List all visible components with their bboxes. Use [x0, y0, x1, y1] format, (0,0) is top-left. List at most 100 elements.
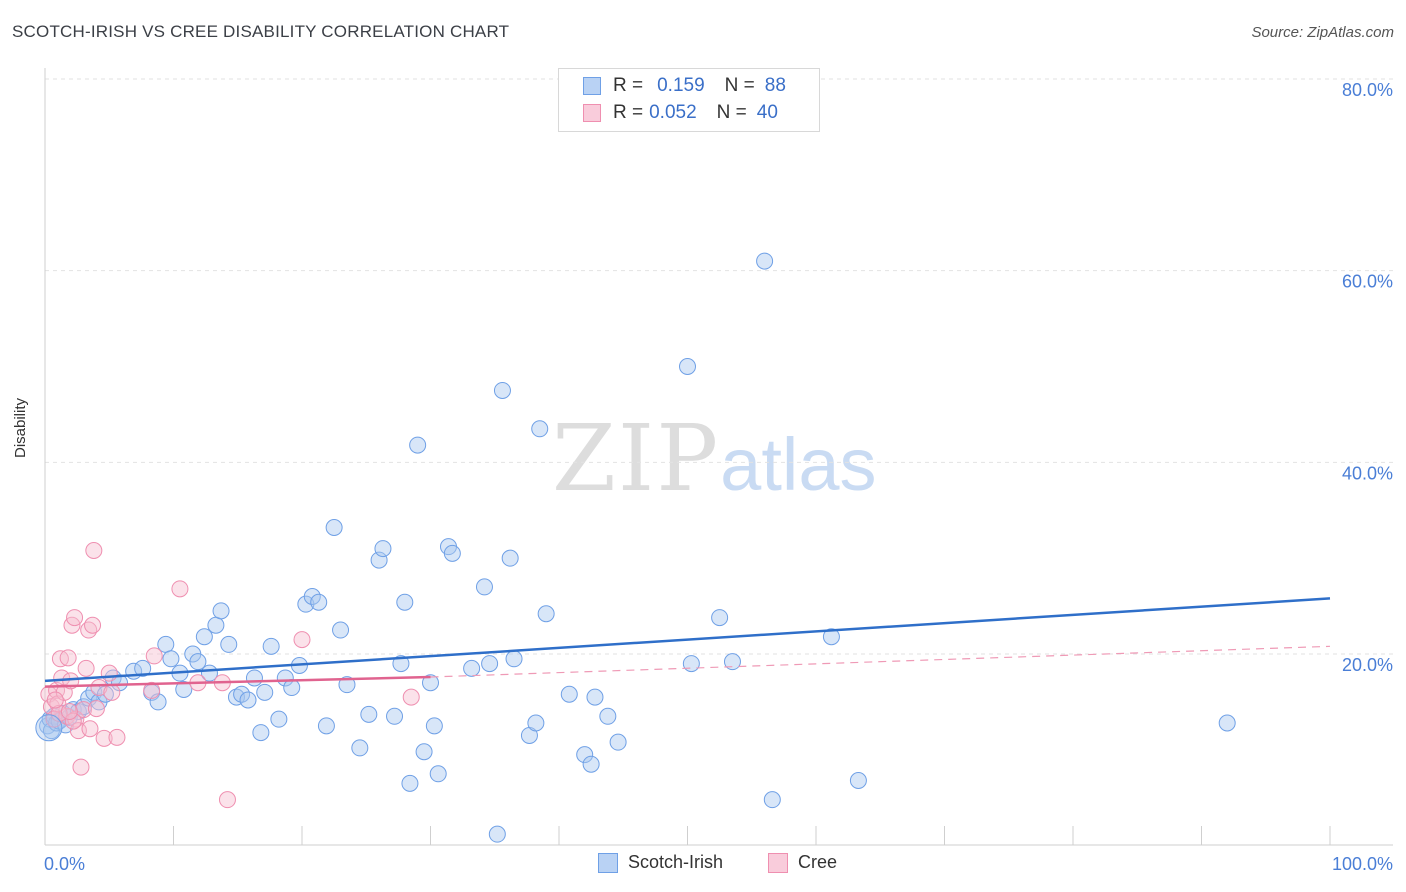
point-scotch-irish — [392, 655, 410, 673]
point-cree — [50, 704, 68, 722]
point-scotch-irish — [537, 605, 555, 623]
x-tick-label: 0.0% — [44, 854, 85, 874]
legend-r-value: 0.052 — [649, 102, 697, 123]
point-scotch-irish — [763, 791, 781, 809]
point-scotch-irish — [239, 691, 257, 709]
trendline-cree-extension — [430, 645, 1331, 678]
point-cree — [66, 609, 84, 627]
point-scotch-irish — [189, 653, 207, 671]
source-label: Source: ZipAtlas.com — [1251, 24, 1394, 41]
point-scotch-irish — [262, 637, 280, 655]
point-scotch-irish — [576, 746, 594, 764]
point-scotch-irish — [560, 685, 578, 703]
point-scotch-irish — [207, 616, 225, 634]
point-scotch-irish — [586, 688, 604, 706]
point-scotch-irish — [332, 621, 350, 639]
point-cree — [218, 791, 236, 809]
point-cree — [84, 616, 102, 634]
point-scotch-irish — [422, 674, 439, 692]
legend-n-label: N = — [716, 102, 747, 123]
legend-swatch-pink — [583, 104, 601, 122]
legend-r-label: R = — [613, 75, 644, 96]
point-scotch-irish — [679, 358, 696, 375]
legend-item-cree[interactable]: Cree — [768, 852, 837, 873]
legend-row-scotch-irish: R = 0.159 N = 88 — [583, 73, 786, 99]
point-scotch-irish — [252, 724, 270, 742]
point-scotch-irish — [822, 628, 840, 646]
point-cree — [85, 542, 103, 559]
point-scotch-irish — [270, 710, 288, 728]
point-scotch-irish — [396, 593, 414, 611]
legend-stats: R = 0.159 N = 88 R = 0.052 N = 40 — [558, 68, 820, 132]
point-scotch-irish — [310, 593, 328, 611]
point-cree — [64, 712, 82, 730]
point-scotch-irish — [723, 653, 741, 671]
point-cree — [90, 679, 108, 697]
point-cree — [46, 691, 64, 709]
legend-n-value: 40 — [756, 102, 778, 123]
point-scotch-irish — [756, 252, 774, 270]
point-scotch-irish — [527, 714, 545, 732]
point-cree — [108, 728, 126, 746]
point-cree — [145, 647, 163, 665]
y-tick-label: 40.0% — [1342, 463, 1393, 483]
point-scotch-irish — [134, 659, 152, 677]
point-scotch-irish — [220, 635, 238, 653]
point-scotch-irish — [599, 707, 617, 725]
point-cree — [77, 659, 95, 677]
point-scotch-irish — [325, 519, 343, 536]
point-scotch-irish — [463, 659, 481, 677]
point-scotch-irish — [401, 774, 419, 792]
point-scotch-irish — [162, 650, 180, 668]
point-scotch-irish — [212, 602, 230, 620]
point-cree — [95, 729, 113, 747]
point-scotch-irish — [849, 772, 867, 789]
point-scotch-irish — [317, 717, 335, 735]
watermark-zip: ZIP — [552, 405, 721, 512]
point-scotch-irish — [501, 549, 519, 567]
point-cree — [402, 688, 420, 706]
legend-n-value: 88 — [764, 75, 786, 96]
point-scotch-irish — [481, 655, 499, 673]
watermark: ZIPatlas — [552, 405, 876, 512]
legend-item-scotch-irish[interactable]: Scotch-Irish — [598, 852, 723, 873]
point-scotch-irish — [175, 680, 193, 698]
trendline-cree — [44, 675, 431, 688]
point-scotch-irish — [609, 733, 627, 751]
point-scotch-irish — [386, 707, 404, 725]
point-cree — [72, 758, 90, 776]
legend-swatch-blue — [598, 852, 618, 873]
point-scotch-irish — [283, 679, 301, 697]
point-scotch-irish — [425, 717, 443, 735]
point-scotch-irish — [488, 825, 506, 843]
point-scotch-irish — [475, 578, 493, 596]
legend-swatch-pink — [768, 852, 788, 873]
chart-title: SCOTCH-IRISH VS CREE DISABILITY CORRELAT… — [12, 22, 510, 41]
point-scotch-irish — [256, 683, 274, 701]
point-scotch-irish — [360, 705, 378, 723]
point-scotch-irish — [245, 669, 263, 687]
point-scotch-irish — [374, 540, 392, 558]
point-scotch-irish — [443, 544, 461, 562]
point-scotch-irish — [415, 743, 433, 761]
point-scotch-irish — [1218, 714, 1236, 732]
point-scotch-irish — [711, 609, 729, 627]
point-scotch-irish — [195, 628, 213, 646]
point-scotch-irish — [409, 436, 427, 454]
legend-label-cree: Cree — [798, 852, 838, 872]
point-scotch-irish — [233, 685, 251, 703]
y-tick-label: 80.0% — [1342, 80, 1393, 100]
point-scotch-irish — [493, 381, 511, 399]
legend-swatch-blue — [583, 77, 601, 95]
point-cree — [100, 664, 118, 682]
point-cree — [59, 649, 77, 667]
legend-row-cree: R = 0.052 N = 40 — [583, 100, 778, 126]
point-cree — [293, 631, 311, 649]
point-scotch-irish — [338, 676, 356, 694]
point-cree — [87, 700, 105, 718]
y-tick-label: 20.0% — [1342, 655, 1393, 675]
point-scotch-irish — [505, 650, 523, 668]
watermark-atlas: atlas — [720, 423, 877, 506]
point-scotch-irish — [303, 588, 321, 605]
point-cree — [60, 703, 78, 720]
